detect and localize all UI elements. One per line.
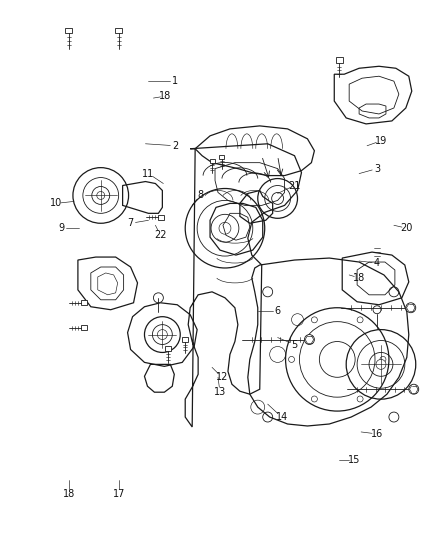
Circle shape: [153, 293, 163, 303]
Polygon shape: [165, 346, 171, 351]
Text: 8: 8: [197, 190, 203, 200]
Circle shape: [356, 396, 362, 402]
Circle shape: [288, 357, 294, 362]
Text: 21: 21: [288, 181, 300, 190]
Polygon shape: [247, 258, 408, 426]
Circle shape: [219, 222, 230, 234]
Polygon shape: [195, 126, 314, 175]
Text: 12: 12: [215, 372, 228, 382]
Polygon shape: [182, 336, 188, 342]
Polygon shape: [219, 155, 224, 159]
Circle shape: [96, 191, 105, 199]
Polygon shape: [209, 159, 214, 163]
Text: 11: 11: [142, 168, 154, 179]
Text: 5: 5: [291, 340, 297, 350]
Polygon shape: [81, 325, 87, 330]
Circle shape: [372, 306, 380, 314]
Text: 9: 9: [58, 223, 64, 233]
Polygon shape: [185, 144, 301, 427]
Circle shape: [304, 335, 314, 344]
Polygon shape: [158, 215, 164, 220]
Polygon shape: [65, 28, 72, 34]
Text: 7: 7: [127, 219, 134, 228]
Text: 17: 17: [112, 489, 124, 498]
Circle shape: [379, 357, 385, 362]
Circle shape: [405, 303, 415, 313]
Text: 2: 2: [172, 141, 178, 151]
Text: 14: 14: [275, 412, 287, 422]
Text: 3: 3: [373, 164, 379, 174]
Polygon shape: [115, 28, 122, 34]
Text: 18: 18: [159, 91, 171, 101]
Text: 4: 4: [373, 258, 379, 268]
Polygon shape: [81, 300, 87, 305]
Text: 22: 22: [154, 230, 166, 240]
Text: 6: 6: [274, 306, 280, 316]
Text: 18: 18: [352, 273, 364, 283]
Text: 13: 13: [213, 387, 226, 397]
Circle shape: [311, 317, 317, 323]
Circle shape: [311, 396, 317, 402]
Text: 20: 20: [400, 223, 412, 233]
Text: 15: 15: [347, 455, 360, 465]
Circle shape: [356, 317, 362, 323]
Text: 1: 1: [172, 76, 178, 86]
Text: 18: 18: [63, 489, 75, 498]
Text: 19: 19: [374, 136, 386, 146]
Text: 10: 10: [50, 198, 62, 208]
Circle shape: [375, 359, 385, 369]
Text: 16: 16: [370, 429, 382, 439]
Circle shape: [408, 384, 418, 394]
Polygon shape: [335, 58, 342, 63]
